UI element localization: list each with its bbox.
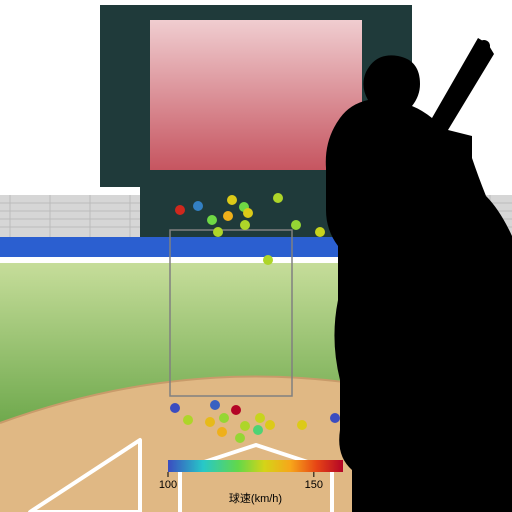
pitch-point bbox=[240, 421, 250, 431]
pitch-point bbox=[227, 195, 237, 205]
colorbar bbox=[168, 460, 343, 472]
pitch-point bbox=[183, 415, 193, 425]
pitch-point bbox=[240, 220, 250, 230]
pitch-point bbox=[231, 405, 241, 415]
pitch-point bbox=[330, 413, 340, 423]
pitch-point bbox=[175, 205, 185, 215]
pitch-point bbox=[193, 201, 203, 211]
pitch-point bbox=[235, 433, 245, 443]
pitch-point bbox=[207, 215, 217, 225]
pitch-point bbox=[291, 220, 301, 230]
pitch-point bbox=[253, 425, 263, 435]
colorbar-label: 球速(km/h) bbox=[229, 491, 282, 505]
pitch-point bbox=[170, 403, 180, 413]
pitch-point bbox=[243, 208, 253, 218]
pitch-point bbox=[219, 413, 229, 423]
pitch-point bbox=[265, 420, 275, 430]
pitch-point bbox=[205, 417, 215, 427]
pitch-point bbox=[210, 400, 220, 410]
pitch-point bbox=[263, 255, 273, 265]
pitch-point bbox=[217, 427, 227, 437]
pitch-point bbox=[213, 227, 223, 237]
colorbar-tick: 100 bbox=[159, 479, 177, 491]
pitch-point bbox=[273, 193, 283, 203]
pitch-point bbox=[297, 420, 307, 430]
pitch-point bbox=[223, 211, 233, 221]
pitch-location-chart: { "canvas": {"w":512,"h":512,"bg":"#ffff… bbox=[0, 0, 512, 512]
colorbar-tick: 150 bbox=[305, 479, 323, 491]
chart-svg: 100 150 球速(km/h) bbox=[0, 0, 512, 512]
pitch-point bbox=[315, 227, 325, 237]
pitch-point bbox=[255, 413, 265, 423]
